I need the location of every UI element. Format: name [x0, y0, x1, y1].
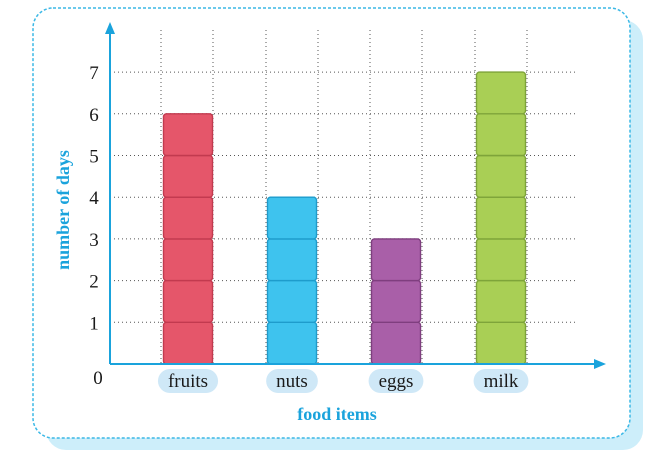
category-label: fruits [168, 371, 208, 392]
bar-block [266, 279, 318, 324]
y-tick-label: 6 [89, 105, 99, 126]
axes [105, 22, 606, 369]
bar-block [162, 113, 214, 157]
bar-block [162, 279, 214, 324]
bar-block [475, 196, 527, 240]
bars [162, 71, 527, 365]
y-axis-title: number of days [53, 150, 73, 270]
bar-block [162, 196, 214, 240]
bar-block [475, 238, 527, 282]
category-label: eggs [379, 371, 414, 392]
bar-fruits [162, 113, 214, 365]
category-label-milk: milk [473, 369, 529, 393]
bar-block [370, 238, 422, 282]
bar-eggs [370, 238, 422, 365]
category-label: milk [484, 371, 519, 392]
bar-block [475, 321, 527, 365]
bar-block [162, 321, 214, 365]
x-axis-title: food items [297, 404, 377, 424]
category-label-fruits: fruits [157, 369, 219, 393]
label-pill [473, 369, 529, 393]
bar-block [475, 71, 527, 115]
x-axis-arrow [594, 359, 606, 369]
category-label-eggs: eggs [368, 369, 424, 393]
category-label: nuts [276, 371, 308, 392]
y-tick-label: 1 [89, 313, 99, 334]
bar-block [475, 279, 527, 324]
bar-block [266, 321, 318, 365]
bar-block [475, 154, 527, 198]
y-tick-label: 3 [89, 230, 99, 251]
y-axis-arrow [105, 22, 115, 34]
bar-nuts [266, 196, 318, 365]
y-tick-label: 4 [89, 188, 99, 209]
y-tick-label: 7 [89, 63, 99, 84]
label-pill [157, 369, 219, 393]
bar-block [266, 196, 318, 240]
y-tick-label: 0 [93, 368, 103, 389]
category-label-nuts: nuts [266, 369, 318, 393]
category-labels: fruits nuts eggs milk [157, 369, 529, 393]
y-tick-labels: 0 1 2 3 4 5 6 7 [89, 63, 103, 389]
label-pill [368, 369, 424, 393]
bar-block [162, 154, 214, 198]
bar-block [266, 238, 318, 282]
y-tick-label: 5 [89, 147, 99, 168]
bar-block [162, 238, 214, 282]
bar-block [370, 279, 422, 324]
bar-milk [475, 71, 527, 365]
label-pill [266, 369, 318, 393]
bar-block [475, 113, 527, 157]
bar-block [370, 321, 422, 365]
y-tick-label: 2 [89, 272, 99, 293]
